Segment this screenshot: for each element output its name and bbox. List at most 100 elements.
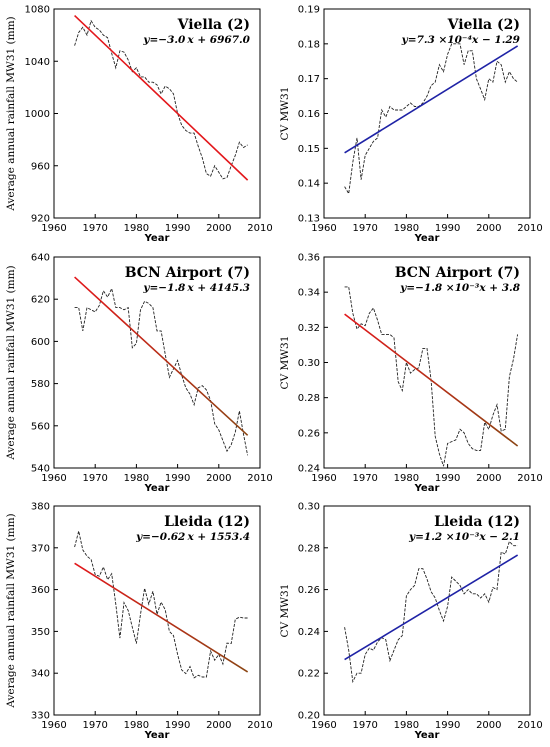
x-tick-label: 1960 bbox=[41, 223, 66, 234]
x-tick-label: 1970 bbox=[82, 473, 107, 484]
y-axis-label: Average annual rainfall MW31 (mm) bbox=[5, 16, 17, 211]
y-axis-label: CV MW31 bbox=[279, 584, 291, 638]
x-tick-label: 1990 bbox=[165, 223, 190, 234]
y-tick-label: 380 bbox=[31, 502, 50, 513]
x-axis-label: Year bbox=[414, 483, 440, 494]
series-line bbox=[344, 540, 518, 684]
y-axis-label: Average annual rainfall MW31 (mm) bbox=[5, 513, 17, 708]
panel-title: Lleida (12) bbox=[164, 514, 250, 530]
series-line bbox=[344, 43, 518, 195]
regression-equation: y=1.2 ×10⁻³x − 2.1 bbox=[408, 531, 520, 543]
x-tick-label: 1980 bbox=[394, 720, 419, 731]
panel-title: BCN Airport (7) bbox=[125, 265, 250, 281]
trend-line bbox=[74, 276, 249, 436]
y-tick-label: 350 bbox=[31, 627, 50, 638]
trend-line bbox=[344, 554, 519, 661]
x-tick-label: 1970 bbox=[82, 223, 107, 234]
x-axis-label: Year bbox=[144, 483, 170, 494]
x-tick-label: 1990 bbox=[435, 720, 460, 731]
x-tick-label: 1970 bbox=[82, 720, 107, 731]
regression-equation: y=−1.8 x + 4145.3 bbox=[142, 282, 250, 294]
x-tick-label: 2010 bbox=[517, 720, 542, 731]
y-tick-label: 0.28 bbox=[298, 543, 320, 554]
x-tick-label: 2010 bbox=[247, 473, 272, 484]
x-tick-label: 1980 bbox=[124, 223, 149, 234]
panel-title: Viella (2) bbox=[447, 17, 520, 33]
regression-equation: y=−1.8 ×10⁻³x + 3.8 bbox=[399, 282, 521, 294]
y-tick-label: 0.19 bbox=[298, 5, 320, 16]
y-tick-label: 1000 bbox=[25, 109, 50, 120]
y-tick-label: 620 bbox=[31, 295, 50, 306]
x-tick-label: 1980 bbox=[394, 223, 419, 234]
y-tick-label: 0.13 bbox=[298, 214, 320, 225]
y-tick-label: 0.30 bbox=[298, 358, 320, 369]
x-tick-label: 1970 bbox=[352, 720, 377, 731]
y-tick-label: 0.14 bbox=[298, 179, 320, 190]
x-tick-label: 1990 bbox=[435, 223, 460, 234]
trend-line bbox=[74, 562, 249, 673]
panel-title: BCN Airport (7) bbox=[395, 265, 520, 281]
x-tick-label: 2010 bbox=[517, 473, 542, 484]
x-tick-label: 1960 bbox=[311, 473, 336, 484]
chart-panel-viella-rain: 1960 1970 1980 1990 2000 2010 920 960 1000 1040 10… bbox=[5, 5, 273, 245]
x-tick-label: 2010 bbox=[517, 223, 542, 234]
x-tick-label: 1970 bbox=[352, 223, 377, 234]
y-tick-label: 580 bbox=[31, 379, 50, 390]
y-tick-label: 0.28 bbox=[298, 393, 320, 404]
y-tick-label: 0.36 bbox=[298, 253, 320, 264]
y-tick-label: 0.17 bbox=[298, 74, 320, 85]
plot-frame bbox=[53, 505, 261, 716]
x-tick-label: 1990 bbox=[165, 720, 190, 731]
y-tick-label: 330 bbox=[31, 711, 50, 722]
x-tick-label: 1960 bbox=[311, 223, 336, 234]
regression-equation: y=−3.0 x + 6967.0 bbox=[142, 34, 250, 46]
y-tick-label: 600 bbox=[31, 337, 50, 348]
x-tick-label: 1990 bbox=[165, 473, 190, 484]
y-tick-label: 0.34 bbox=[298, 288, 320, 299]
x-tick-label: 2000 bbox=[476, 720, 501, 731]
x-tick-label: 1980 bbox=[124, 473, 149, 484]
y-axis-label: CV MW31 bbox=[279, 87, 291, 141]
y-tick-label: 0.15 bbox=[298, 144, 320, 155]
x-tick-label: 2000 bbox=[206, 720, 231, 731]
chart-panel-viella-cv: 1960 1970 1980 1990 2000 2010 0.13 0.14 0.15 0.16… bbox=[279, 5, 543, 245]
regression-equation: y=−0.62 x + 1553.4 bbox=[135, 531, 250, 543]
y-tick-label: 0.22 bbox=[298, 669, 320, 680]
x-tick-label: 1970 bbox=[352, 473, 377, 484]
x-tick-label: 2000 bbox=[476, 223, 501, 234]
trend-line bbox=[344, 45, 519, 154]
y-tick-label: 370 bbox=[31, 543, 50, 554]
chart-panel-bcn-cv: 1960 1970 1980 1990 2000 2010 0.24 0.26 0.28 0.30… bbox=[279, 253, 543, 495]
x-tick-label: 2000 bbox=[206, 473, 231, 484]
y-tick-label: 360 bbox=[31, 585, 50, 596]
trend-line bbox=[344, 313, 519, 447]
y-tick-label: 340 bbox=[31, 669, 50, 680]
y-axis-label: CV MW31 bbox=[279, 336, 291, 390]
y-tick-label: 0.18 bbox=[298, 39, 320, 50]
y-tick-label: 0.20 bbox=[298, 711, 320, 722]
trend-line bbox=[74, 14, 249, 181]
y-tick-label: 640 bbox=[31, 253, 50, 264]
x-tick-label: 2010 bbox=[247, 720, 272, 731]
x-tick-label: 1960 bbox=[311, 720, 336, 731]
x-axis-label: Year bbox=[414, 233, 440, 244]
panel-title: Lleida (12) bbox=[434, 514, 520, 530]
y-tick-label: 0.16 bbox=[298, 109, 320, 120]
x-tick-label: 2000 bbox=[476, 473, 501, 484]
regression-equation: y=7.3 ×10⁻⁴x − 1.29 bbox=[401, 34, 521, 46]
y-tick-label: 0.24 bbox=[298, 627, 320, 638]
y-tick-label: 540 bbox=[31, 464, 50, 475]
y-tick-label: 1040 bbox=[25, 57, 50, 68]
y-tick-label: 0.32 bbox=[298, 323, 320, 334]
x-tick-label: 1990 bbox=[435, 473, 460, 484]
panel-title: Viella (2) bbox=[177, 17, 250, 33]
chart-panel-lleida-cv: 1960 1970 1980 1990 2000 2010 0.20 0.22 0.24 0.26… bbox=[279, 502, 543, 742]
series-line bbox=[74, 19, 248, 180]
x-tick-label: 1980 bbox=[124, 720, 149, 731]
y-tick-label: 1080 bbox=[25, 5, 50, 16]
x-axis-label: Year bbox=[144, 730, 170, 741]
x-tick-label: 2000 bbox=[206, 223, 231, 234]
y-tick-label: 0.26 bbox=[298, 428, 320, 439]
chart-panel-bcn-rain: 1960 1970 1980 1990 2000 2010 540 560 580 600 620 6… bbox=[5, 253, 273, 495]
plot-frame bbox=[323, 505, 531, 716]
